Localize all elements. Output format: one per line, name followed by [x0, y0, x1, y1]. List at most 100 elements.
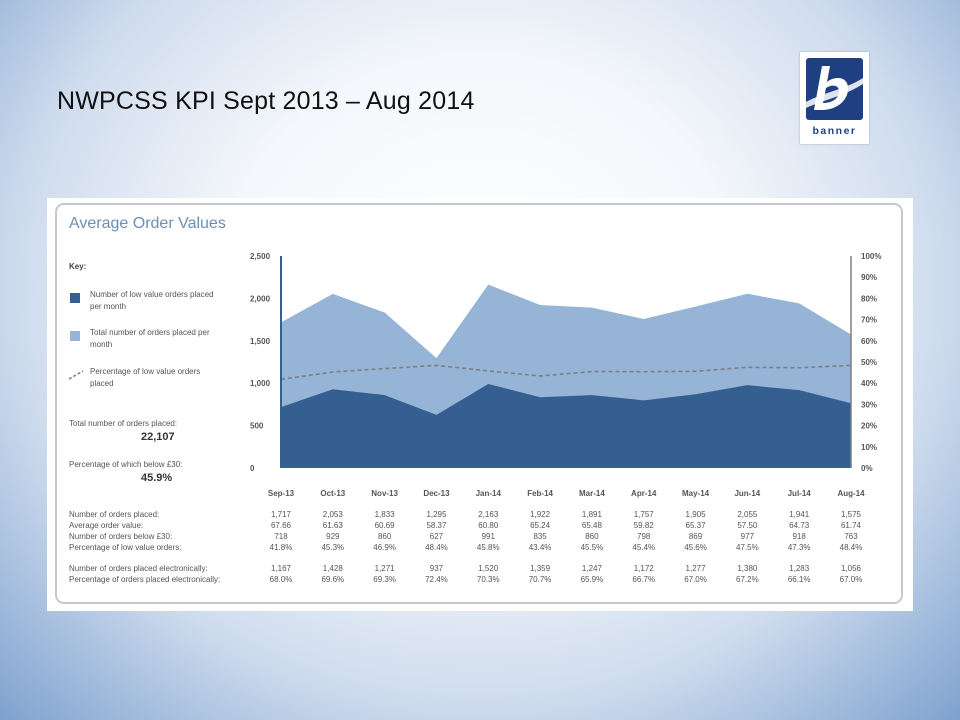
- right-axis-tick-label: 0%: [861, 464, 873, 473]
- table-cell: 61.63: [322, 521, 343, 530]
- right-axis-tick-label: 10%: [861, 443, 877, 452]
- table-cell: 1,172: [633, 564, 654, 573]
- table-cell: 929: [326, 532, 340, 541]
- x-axis-tick-label: Aug-14: [837, 489, 865, 498]
- table-cell: 1,295: [426, 510, 447, 519]
- left-axis-tick-label: 0: [250, 464, 255, 473]
- table-cell: 69.3%: [373, 575, 396, 584]
- table-cell: 1,359: [530, 564, 551, 573]
- table-cell: 1,575: [840, 510, 862, 519]
- x-axis-tick-label: Jun-14: [734, 489, 760, 498]
- table-cell: 70.7%: [528, 575, 552, 584]
- right-axis-tick-label: 50%: [861, 358, 877, 367]
- left-axis-tick-label: 2,000: [250, 294, 271, 303]
- percentage-line-series: [280, 364, 852, 381]
- table-cell: 41.8%: [269, 543, 293, 552]
- table-cell: 58.37: [426, 521, 447, 530]
- right-axis-tick-label: 90%: [861, 273, 877, 282]
- table-cell: 1,717: [270, 510, 292, 519]
- table-cell: 43.4%: [528, 543, 552, 552]
- table-cell: 1,247: [581, 564, 602, 573]
- table-row: Percentage of orders placed electronical…: [69, 575, 879, 586]
- right-axis-tick-label: 80%: [861, 294, 877, 303]
- table-cell: 2,053: [322, 510, 343, 519]
- left-axis-tick-label: 500: [250, 422, 264, 431]
- table-cell: 1,271: [374, 564, 395, 573]
- table-cell: 45.5%: [580, 543, 604, 552]
- table-row-label: Number of orders placed:: [69, 510, 160, 519]
- table-cell: 48.4%: [425, 543, 448, 552]
- table-cell: 977: [740, 532, 755, 541]
- right-axis-tick-label: 40%: [861, 379, 877, 388]
- table-cell: 67.0%: [684, 575, 707, 584]
- table-cell: 67.0%: [839, 575, 863, 584]
- table-cell: 798: [637, 532, 651, 541]
- key-heading: Key:: [69, 262, 87, 271]
- x-axis-tick-label: Nov-13: [371, 489, 398, 498]
- table-cell: 1,277: [685, 564, 706, 573]
- key-label: Total number of orders placed per month: [90, 328, 210, 349]
- left-axis-tick-label: 1,500: [250, 337, 271, 346]
- x-axis-tick-label: Dec-13: [423, 489, 450, 498]
- table-cell: 45.8%: [476, 543, 500, 552]
- table-cell: 61.74: [840, 521, 862, 530]
- table-row-label: Percentage of orders placed electronical…: [69, 575, 221, 584]
- dashed-line-icon: [69, 370, 84, 380]
- table-cell: 60.69: [374, 521, 395, 530]
- table-row: Number of orders below £30: 718 929 860 627 9…: [69, 532, 879, 543]
- table-cell: 763: [844, 532, 858, 541]
- x-axis-tick-label: Apr-14: [631, 489, 657, 498]
- table-cell: 860: [377, 532, 392, 541]
- table-cell: 1,283: [789, 564, 810, 573]
- table-cell: 68.0%: [269, 575, 293, 584]
- table-cell: 69.6%: [321, 575, 345, 584]
- table-cell: 1,520: [478, 564, 499, 573]
- table-cell: 918: [792, 532, 806, 541]
- average-order-values-chart: 0 500 1,000 1,500 2,000 2,500 0% 10% 20% 30% 40% 50…: [250, 252, 881, 498]
- table-cell: 65.24: [530, 521, 551, 530]
- table-cell: 2,163: [478, 510, 499, 519]
- table-cell: 1,905: [685, 510, 706, 519]
- table-cell: 1,757: [633, 510, 654, 519]
- table-row-label: Average order value:: [69, 521, 144, 530]
- x-axis-tick-label: Feb-14: [527, 489, 553, 498]
- table-cell: 64.73: [789, 521, 810, 530]
- panel-title: Average Order Values: [69, 215, 226, 232]
- table-cell: 70.3%: [476, 575, 500, 584]
- table-cell: 860: [585, 532, 599, 541]
- slide-title: NWPCSS KPI Sept 2013 – Aug 2014: [57, 87, 475, 115]
- table-cell: 46.9%: [373, 543, 396, 552]
- key-label: Number of low value orders placed per mo…: [90, 290, 214, 311]
- panel-frame: [55, 203, 903, 604]
- table-cell: 48.4%: [839, 543, 863, 552]
- table-row: Percentage of low value orders: 41.8% 45.3…: [69, 543, 879, 554]
- key-swatch-dark: [70, 293, 80, 303]
- x-axis-tick-label: Oct-13: [320, 489, 345, 498]
- table-cell: 67.2%: [736, 575, 759, 584]
- table-row: Number of orders placed: 1,717 2,053 1,833 1…: [69, 510, 879, 521]
- table-cell: 991: [481, 532, 495, 541]
- x-axis-tick-label: Mar-14: [579, 489, 605, 498]
- x-axis-tick-label: Sep-13: [268, 489, 295, 498]
- table-cell: 45.6%: [684, 543, 707, 552]
- table-cell: 2,055: [737, 510, 758, 519]
- right-axis-tick-label: 70%: [861, 316, 877, 325]
- table-cell: 1,380: [737, 564, 758, 573]
- below-30-label: Percentage of which below £30:: [69, 460, 183, 469]
- right-axis-tick-label: 60%: [861, 337, 877, 346]
- table-row: Average order value: 67.66 61.63 60.69 58.37…: [69, 521, 879, 532]
- table-cell: 66.7%: [632, 575, 656, 584]
- table-cell: 65.48: [581, 521, 602, 530]
- key-item-percentage: Percentage of low value orders placed: [69, 366, 229, 396]
- table-row-label: Percentage of low value orders:: [69, 543, 182, 552]
- right-axis-tick-label: 30%: [861, 400, 877, 409]
- below-30-value: 45.9%: [141, 472, 173, 484]
- area-series-1: [281, 383, 851, 468]
- table-cell: 718: [274, 532, 288, 541]
- table-cell: 1,941: [789, 510, 810, 519]
- table-cell: 67.66: [270, 521, 292, 530]
- table-cell: 1,891: [581, 510, 602, 519]
- table-cell: 1,833: [374, 510, 395, 519]
- x-axis-tick-label: Jul-14: [788, 489, 812, 498]
- table-row-label: Number of orders placed electronically:: [69, 564, 208, 573]
